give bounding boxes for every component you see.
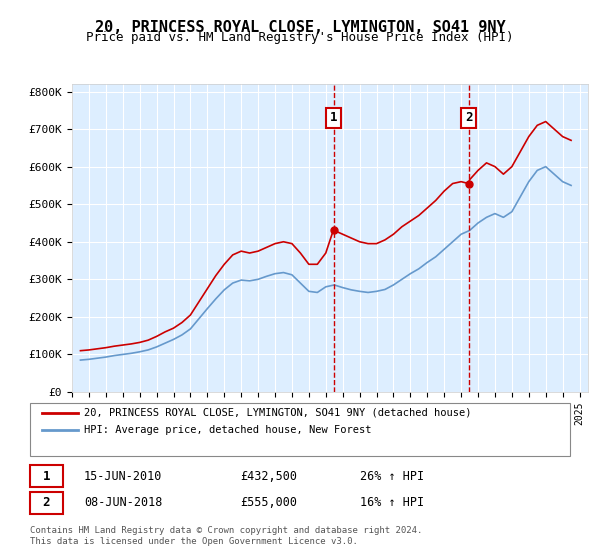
Text: 08-JUN-2018: 08-JUN-2018	[84, 496, 163, 510]
Text: HPI: Average price, detached house, New Forest: HPI: Average price, detached house, New …	[84, 425, 371, 435]
Text: 15-JUN-2010: 15-JUN-2010	[84, 469, 163, 483]
Text: Price paid vs. HM Land Registry's House Price Index (HPI): Price paid vs. HM Land Registry's House …	[86, 31, 514, 44]
Text: 1: 1	[43, 469, 50, 483]
Text: £432,500: £432,500	[240, 469, 297, 483]
Text: 2: 2	[43, 496, 50, 510]
Text: 2: 2	[465, 111, 472, 124]
Text: £555,000: £555,000	[240, 496, 297, 510]
Text: Contains HM Land Registry data © Crown copyright and database right 2024.
This d: Contains HM Land Registry data © Crown c…	[30, 526, 422, 546]
Text: 1: 1	[330, 111, 337, 124]
Text: 16% ↑ HPI: 16% ↑ HPI	[360, 496, 424, 510]
Text: 20, PRINCESS ROYAL CLOSE, LYMINGTON, SO41 9NY (detached house): 20, PRINCESS ROYAL CLOSE, LYMINGTON, SO4…	[84, 408, 472, 418]
Text: 26% ↑ HPI: 26% ↑ HPI	[360, 469, 424, 483]
Text: 20, PRINCESS ROYAL CLOSE, LYMINGTON, SO41 9NY: 20, PRINCESS ROYAL CLOSE, LYMINGTON, SO4…	[95, 20, 505, 35]
